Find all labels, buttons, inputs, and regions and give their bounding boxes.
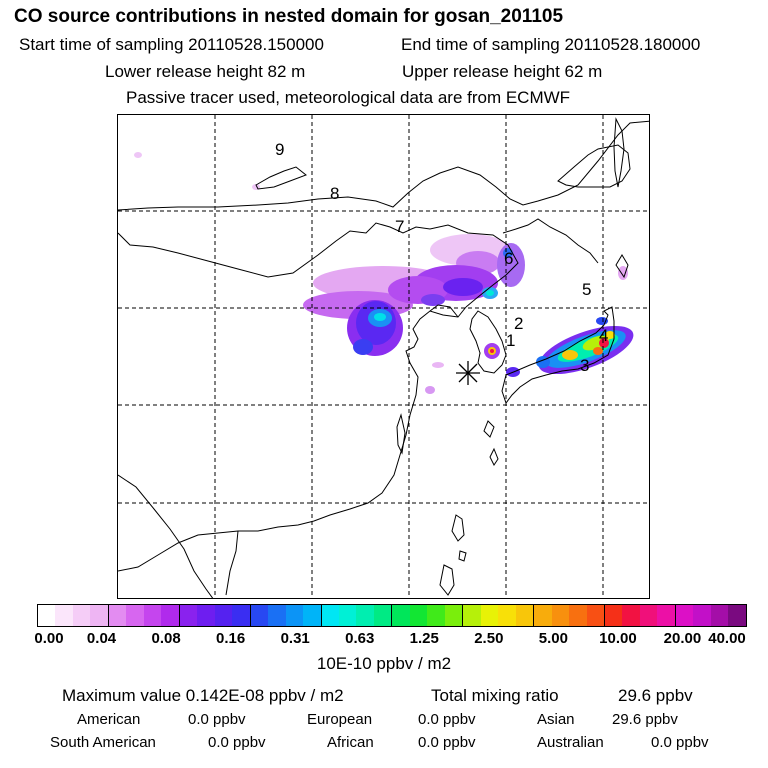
colorbar-cell	[657, 605, 675, 626]
colorbar-tick-labels: 0.00 0.04 0.08 0.16 0.31 0.63 1.25 2.50 5.00 10.0…	[0, 630, 768, 650]
region-african-value: 0.0 ppbv	[418, 734, 476, 751]
colorbar-cell	[515, 605, 534, 626]
colorbar-cell	[373, 605, 392, 626]
map-canvas: 1 2 3 4 5 6 7 8 9	[118, 115, 649, 598]
region-label-7: 7	[395, 217, 404, 236]
colorbar-cell	[586, 605, 604, 626]
region-label-1: 1	[506, 331, 515, 350]
colorbar-cell	[639, 605, 658, 626]
plume-china-north	[134, 152, 628, 394]
region-european-label: European	[307, 711, 373, 728]
colorbar-cell	[303, 605, 321, 626]
colorbar-units-label: 10E-10 ppbv / m2	[316, 654, 452, 673]
colorbar-tick-label: 0.16	[216, 630, 246, 647]
colorbar-cell	[249, 605, 269, 626]
colorbar-tick-label: 0.63	[345, 630, 375, 647]
region-label-4: 4	[599, 326, 608, 345]
start-time-label: Start time of sampling 20110528.150000	[19, 35, 324, 54]
colorbar-cell	[356, 605, 374, 626]
tracer-plume-layer	[134, 152, 634, 394]
colorbar-tick-label: 10.00	[599, 630, 637, 647]
total-mixing-ratio-label: Total mixing ratio	[431, 686, 559, 705]
plume-korea	[484, 343, 520, 377]
colorbar-cell	[622, 605, 640, 626]
colorbar-cell	[569, 605, 587, 626]
region-label-8: 8	[330, 184, 339, 203]
receptor-asterisk-marker	[456, 361, 480, 385]
coastlines	[118, 117, 649, 598]
colorbar-cell	[728, 605, 746, 626]
colorbar-tick-label: 2.50	[474, 630, 504, 647]
tracer-note: Passive tracer used, meteorological data…	[126, 88, 571, 107]
colorbar-cell	[551, 605, 570, 626]
colorbar-tick-label: 0.04	[86, 630, 117, 647]
region-african-label: African	[327, 734, 374, 751]
region-australian-label: Australian	[537, 734, 604, 751]
colorbar-cell	[214, 605, 233, 626]
region-asian-label: Asian	[537, 711, 575, 728]
region-label-9: 9	[275, 140, 284, 159]
colorbar-cell	[604, 605, 623, 626]
colorbar-cell	[90, 605, 108, 626]
colorbar-tick-label: 5.00	[538, 630, 568, 647]
colorbar-cell	[107, 605, 127, 626]
colorbar-cell	[498, 605, 516, 626]
lower-release-height-label: Lower release height 82 m	[105, 62, 306, 81]
colorbar-cell	[143, 605, 162, 626]
colorbar-cell	[693, 605, 711, 626]
maximum-value-label: Maximum value 0.142E-08 ppbv / m2	[62, 686, 344, 705]
colorbar-cell	[232, 605, 250, 626]
colorbar-cell	[161, 605, 179, 626]
region-european-value: 0.0 ppbv	[418, 711, 476, 728]
colorbar-cell	[268, 605, 286, 626]
region-south-american-value: 0.0 ppbv	[208, 734, 266, 751]
colorbar-cell	[285, 605, 304, 626]
plot-title: CO source contributions in nested domain…	[14, 6, 564, 27]
colorbar-cell	[55, 605, 73, 626]
graticule	[118, 115, 649, 598]
colorbar-cell	[533, 605, 552, 626]
colorbar-cell	[38, 605, 56, 626]
region-label-5: 5	[582, 280, 591, 299]
colorbar-cell	[710, 605, 729, 626]
colorbar-tick-label: 1.25	[409, 630, 439, 647]
map-panel: 1 2 3 4 5 6 7 8 9	[117, 114, 650, 599]
colorbar-tick-label: 0.00	[34, 630, 64, 647]
colorbar-cell	[444, 605, 463, 626]
colorbar-cell	[674, 605, 694, 626]
colorbar-tick-label: 0.31	[280, 630, 310, 647]
region-american-value: 0.0 ppbv	[188, 711, 246, 728]
region-label-2: 2	[514, 314, 523, 333]
region-label-3: 3	[580, 356, 589, 375]
colorbar-tick-label: 0.08	[151, 630, 181, 647]
colorbar-cell	[197, 605, 215, 626]
colorbar	[37, 604, 747, 627]
colorbar-tick-label: 20.00	[663, 630, 702, 647]
colorbar-cell	[338, 605, 357, 626]
upper-release-height-label: Upper release height 62 m	[402, 62, 603, 81]
colorbar-cell	[409, 605, 428, 626]
colorbar-cell	[178, 605, 198, 626]
region-american-label: American	[77, 711, 141, 728]
region-label-6: 6	[504, 249, 513, 268]
region-asian-value: 29.6 ppbv	[612, 711, 678, 728]
total-mixing-ratio-value: 29.6 ppbv	[618, 686, 693, 705]
colorbar-cell	[126, 605, 144, 626]
colorbar-cell	[427, 605, 445, 626]
colorbar-tick-label: 40.00	[708, 630, 746, 647]
region-south-american-label: South American	[50, 734, 156, 751]
region-australian-value: 0.0 ppbv	[651, 734, 709, 751]
colorbar-cell	[480, 605, 499, 626]
colorbar-cell	[391, 605, 410, 626]
colorbar-cell	[320, 605, 339, 626]
colorbar-cell	[72, 605, 91, 626]
colorbar-cell	[462, 605, 481, 626]
end-time-label: End time of sampling 20110528.180000	[401, 35, 701, 54]
